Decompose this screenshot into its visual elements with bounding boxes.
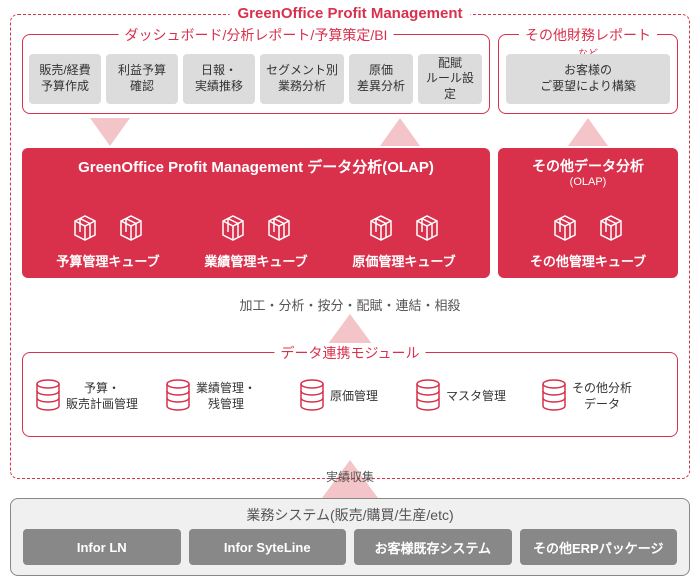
db-item-master: マスタ管理 — [414, 378, 532, 415]
olap-side-title: その他データ分析 — [498, 148, 678, 176]
dashboard-title: ダッシュボード/分析レポート/予算策定/BI — [119, 25, 394, 45]
cube-icon-pair — [65, 207, 151, 247]
olap-side-panel: その他データ分析 (OLAP) その他管理キューブ — [498, 148, 678, 278]
card-allocation-rule: 配賦ルール設定 — [418, 54, 482, 104]
system-box: 業務システム(販売/購買/生産/etc) Infor LN Infor Syte… — [10, 498, 690, 576]
arrow-up-icon — [568, 118, 608, 146]
database-icon — [34, 378, 62, 415]
db-item-budget: 予算・販売計画管理 — [34, 378, 158, 415]
db-item-cost: 原価管理 — [298, 378, 408, 415]
cube-label-budget: 予算管理キューブ — [56, 251, 159, 270]
sys-card-infor-ln: Infor LN — [23, 529, 181, 565]
other-reports-title: その他財務レポート — [519, 25, 657, 45]
card-cost-variance: 原価差異分析 — [349, 54, 413, 104]
cube-icon-pair — [213, 207, 299, 247]
cube-label-other: その他管理キューブ — [530, 251, 646, 270]
database-icon — [540, 378, 568, 415]
db-label: その他分析データ — [572, 381, 632, 412]
sys-card-other-erp: その他ERPパッケージ — [520, 529, 678, 565]
db-item-other: その他分析データ — [540, 378, 670, 415]
outer-title: GreenOffice Profit Management — [229, 5, 470, 22]
db-label: マスタ管理 — [446, 389, 506, 405]
db-label: 業績管理・残管理 — [196, 381, 256, 412]
database-icon — [298, 378, 326, 415]
processing-text: 加工・分析・按分・配賦・連結・相殺 — [0, 295, 700, 314]
cube-icon-pair — [545, 207, 631, 247]
db-label: 原価管理 — [330, 389, 378, 405]
db-item-performance: 業績管理・残管理 — [164, 378, 288, 415]
card-customer-request: お客様のご要望により構築 — [506, 54, 670, 104]
collect-label: 実績収集 — [0, 468, 700, 485]
card-profit-confirm: 利益予算確認 — [106, 54, 178, 104]
olap-side-sub: (OLAP) — [498, 176, 678, 188]
database-icon — [414, 378, 442, 415]
sys-card-infor-syteline: Infor SyteLine — [189, 529, 347, 565]
cube-label-performance: 業績管理キューブ — [204, 251, 307, 270]
arrow-up-icon — [380, 118, 420, 146]
olap-main-panel: GreenOffice Profit Management データ分析(OLAP… — [22, 148, 490, 278]
cube-icon-pair — [361, 207, 447, 247]
cube-label-cost: 原価管理キューブ — [352, 251, 455, 270]
link-module-title: データ連携モジュール — [274, 343, 425, 363]
card-sales-budget: 販売/経費予算作成 — [29, 54, 101, 104]
olap-main-title: GreenOffice Profit Management データ分析(OLAP… — [22, 148, 490, 179]
sys-card-existing: お客様既存システム — [354, 529, 512, 565]
card-daily-report: 日報・実績推移 — [183, 54, 255, 104]
database-icon — [164, 378, 192, 415]
other-reports-title-text: その他財務レポート — [525, 27, 651, 43]
arrow-down-icon — [90, 118, 130, 146]
system-title: 業務システム(販売/購買/生産/etc) — [11, 499, 689, 529]
card-segment-analysis: セグメント別業務分析 — [260, 54, 344, 104]
db-label: 予算・販売計画管理 — [66, 381, 138, 412]
